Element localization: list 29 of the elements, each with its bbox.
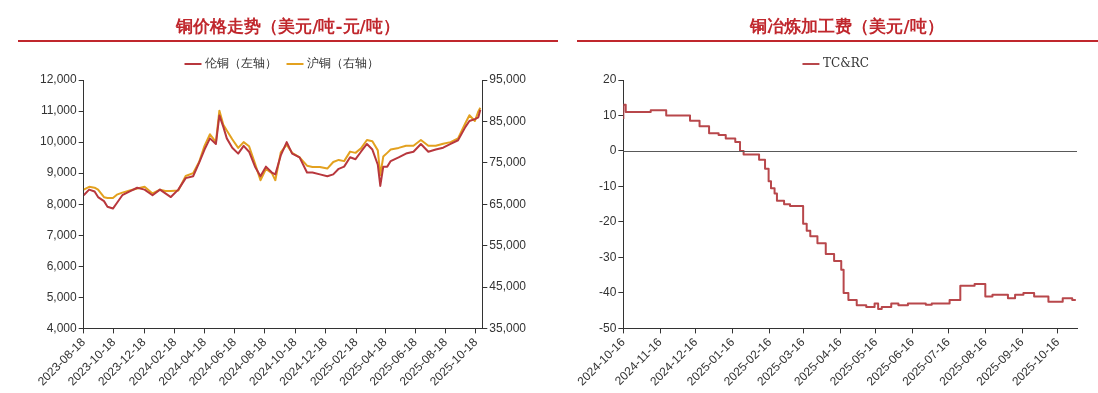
y-tick-label: 10,000 bbox=[40, 134, 78, 149]
y-tick-label: -10 bbox=[599, 178, 617, 193]
y-tick-label: 8,000 bbox=[46, 196, 78, 211]
y-tick-label: 4,000 bbox=[46, 320, 78, 335]
y-tick-label: 7,000 bbox=[46, 227, 78, 242]
y2-tick-label: 55,000 bbox=[489, 237, 527, 252]
y2-tick-label: 85,000 bbox=[489, 113, 527, 128]
legend-label: 伦铜（左轴） bbox=[205, 56, 277, 71]
y-tick-label: 9,000 bbox=[46, 165, 78, 180]
y-tick-label: -30 bbox=[599, 249, 617, 264]
y-tick-label: 11,000 bbox=[40, 103, 78, 118]
legend-label: 沪铜（右轴） bbox=[307, 56, 379, 71]
y-tick-label: 5,000 bbox=[46, 289, 78, 304]
y2-tick-label: 35,000 bbox=[489, 320, 527, 335]
chart-title: 铜冶炼加工费（美元/吨） bbox=[577, 12, 1098, 42]
y-tick-label: 20 bbox=[602, 72, 617, 87]
y-tick-label: 0 bbox=[609, 143, 617, 158]
y-tick-label: -40 bbox=[599, 285, 617, 300]
y-tick-label: -20 bbox=[599, 214, 617, 229]
y-tick-label: 6,000 bbox=[46, 258, 78, 273]
y2-tick-label: 45,000 bbox=[489, 279, 527, 294]
y2-tick-label: 95,000 bbox=[489, 72, 527, 87]
chart-title: 铜价格走势（美元/吨-元/吨） bbox=[18, 12, 558, 42]
y-tick-label: 12,000 bbox=[40, 72, 78, 87]
y2-tick-label: 75,000 bbox=[489, 155, 527, 170]
y-tick-label: -50 bbox=[599, 320, 617, 335]
y2-tick-label: 65,000 bbox=[489, 196, 527, 211]
y-tick-label: 10 bbox=[602, 107, 617, 122]
legend-label: TC&RC bbox=[822, 56, 870, 71]
